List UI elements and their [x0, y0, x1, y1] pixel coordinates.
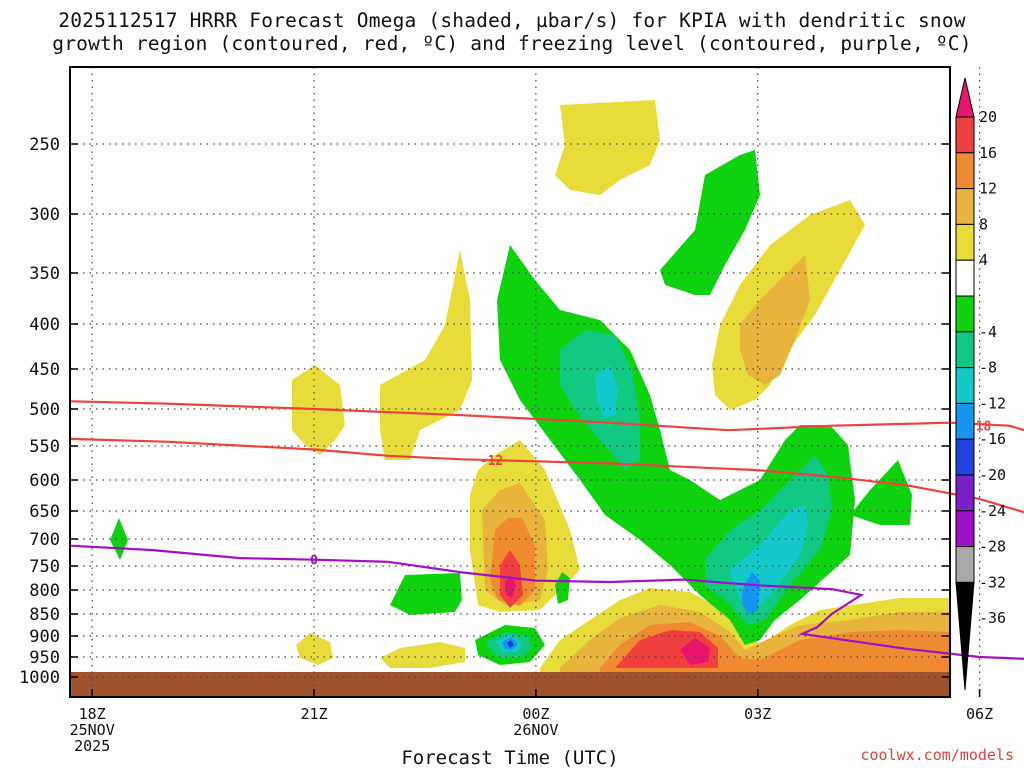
colorbar-bin-4 — [955, 223, 975, 261]
omega-fill-green-low-left — [390, 573, 462, 615]
omega-fill-darkblue-low-02z — [507, 640, 514, 648]
y-tick-label-350: 350 — [29, 264, 60, 284]
chart-title-line-2: growth region (contoured, red, ºC) and f… — [52, 32, 972, 55]
y-tick-label-750: 750 — [29, 557, 60, 577]
y-tick-label-1000: 1000 — [19, 668, 60, 688]
y-tick-label-550: 550 — [29, 437, 60, 457]
y-tick-label-850: 850 — [29, 605, 60, 625]
colorbar-bin-10 — [955, 438, 975, 476]
y-tick-label-650: 650 — [29, 502, 60, 522]
colorbar-bin-9 — [955, 402, 975, 440]
colorbar-label-11: -28 — [979, 538, 1006, 556]
contour-label--12: -12 — [480, 454, 503, 469]
colorbar-label-1: 16 — [979, 144, 997, 162]
colorbar-bin-6 — [955, 295, 975, 333]
colorbar-bin-11 — [955, 474, 975, 512]
omega-fill-lowlevel-magenta — [680, 638, 710, 665]
ground-surface — [71, 672, 949, 696]
colorbar-label-7: -12 — [979, 394, 1006, 412]
colorbar-bin-above-20 — [955, 77, 975, 118]
y-tick-label-800: 800 — [29, 581, 60, 601]
omega-fill-yellow-small — [296, 633, 333, 665]
x-tick-label-9-0: 03Z — [744, 705, 771, 723]
y-tick-label-700: 700 — [29, 530, 60, 550]
y-tick-label-250: 250 — [29, 135, 60, 155]
contour-label-0: 0 — [310, 554, 318, 569]
omega-fill-cyan-upper — [595, 365, 618, 418]
x-axis: 18Z25NOV202521Z00Z26NOV03Z06Z09Z — [70, 689, 993, 755]
colorbar-bin-3 — [955, 188, 975, 225]
grid-lines — [70, 67, 981, 697]
x-tick-label-6-1: 26NOV — [513, 721, 558, 739]
colorbar-label-0: 20 — [979, 108, 997, 126]
y-tick-label-300: 300 — [29, 205, 60, 225]
chart-title-line-1: 2025112517 HRRR Forecast Omega (shaded, … — [58, 9, 966, 32]
colorbar: 20 16 12 8 4 -4 -8 -12 -16 -20 -24 -28 -32 -36 — [955, 77, 1006, 691]
colorbar-label-8: -16 — [979, 430, 1006, 448]
colorbar-label-9: -20 — [979, 466, 1006, 484]
colorbar-bin-7 — [955, 331, 975, 369]
y-axis: 2503003504004505005506006507007508008509… — [19, 135, 950, 688]
colorbar-label-6: -8 — [979, 359, 997, 377]
source-credit: coolwx.com/models — [860, 746, 1014, 764]
colorbar-bin-2 — [955, 152, 975, 190]
colorbar-bin-1 — [955, 116, 975, 154]
x-tick-label-0-2: 2025 — [74, 737, 110, 755]
omega-fill-upper-yellow — [555, 100, 660, 195]
x-tick-label-12-0: 06Z — [966, 705, 993, 723]
colorbar-label-10: -24 — [979, 502, 1006, 520]
colorbar-label-3: 8 — [979, 215, 988, 233]
colorbar-label-5: -4 — [979, 323, 997, 341]
omega-fill-green-right — [850, 460, 912, 525]
x-tick-label-0-1: 25NOV — [70, 721, 115, 739]
y-tick-label-500: 500 — [29, 400, 60, 420]
shaded-omega-field — [110, 100, 950, 672]
colorbar-label-13: -36 — [979, 609, 1006, 627]
colorbar-label-12: -32 — [979, 573, 1006, 591]
x-tick-label-0-0: 18Z — [79, 705, 106, 723]
colorbar-bin-12 — [955, 510, 975, 548]
colorbar-bin-13 — [955, 546, 975, 583]
omega-fill-green-upper — [660, 150, 760, 295]
omega-fill-yellow-low — [380, 642, 465, 668]
x-tick-label-3-0: 21Z — [300, 705, 327, 723]
y-tick-label-950: 950 — [29, 648, 60, 668]
colorbar-label-2: 12 — [979, 180, 997, 198]
x-axis-label: Forecast Time (UTC) — [401, 747, 618, 768]
colorbar-bin-5 — [955, 259, 975, 297]
contour--12 — [69, 437, 1024, 514]
x-tick-label-6-0: 00Z — [522, 705, 549, 723]
omega-fill-yellow-left-2 — [380, 250, 472, 460]
omega-fill-magenta-02z — [505, 575, 516, 598]
colorbar-label-4: 4 — [979, 251, 988, 269]
colorbar-bin-8 — [955, 367, 975, 404]
contour--18 — [69, 400, 1024, 432]
y-tick-label-450: 450 — [29, 360, 60, 380]
y-tick-label-900: 900 — [29, 627, 60, 647]
colorbar-bin-below-36 — [955, 581, 975, 691]
omega-fill-blue-lower — [742, 572, 760, 615]
y-tick-label-600: 600 — [29, 471, 60, 491]
plot-frame — [69, 66, 951, 698]
omega-fill-orange-right — [740, 255, 810, 385]
y-tick-label-400: 400 — [29, 315, 60, 335]
omega-fill-green-left-diamond — [110, 518, 128, 560]
